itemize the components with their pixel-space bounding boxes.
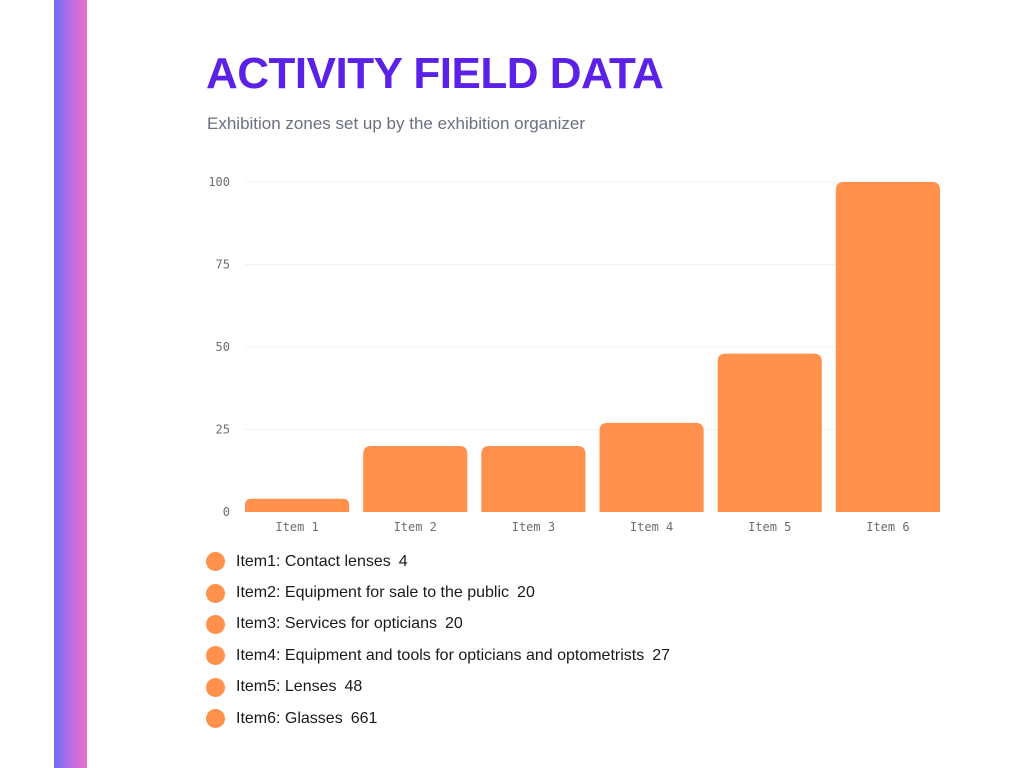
y-tick-label: 75	[216, 258, 230, 272]
x-tick-label: Item 2	[394, 520, 437, 534]
chart-legend: Item1: Contact lenses 4 Item2: Equipment…	[206, 546, 670, 734]
bar-chart: 0 25 50 75 100 Item 1 Item 2 Item 3 Item 4 Item 5…	[208, 175, 940, 534]
bar	[599, 422, 704, 512]
legend-dot-icon	[206, 677, 225, 697]
page-title: ACTIVITY FIELD DATA	[206, 49, 664, 98]
legend-label: Item5: Lenses	[236, 678, 337, 696]
bar	[481, 446, 586, 512]
legend-label: Item1: Contact lenses	[236, 552, 391, 570]
legend-value: 661	[350, 709, 378, 727]
x-tick-label: Item 4	[630, 520, 673, 534]
x-tick-label: Item 3	[512, 520, 555, 534]
legend-item: Item4: Equipment and tools for opticians…	[206, 640, 670, 671]
x-tick-label: Item 5	[748, 520, 791, 534]
y-tick-label: 0	[223, 505, 230, 519]
decorative-gradient-stripe	[54, 0, 87, 768]
legend-dot-icon	[206, 646, 225, 666]
legend-value: 20	[517, 584, 535, 602]
legend-dot-icon	[206, 614, 225, 634]
legend-value: 27	[652, 646, 671, 664]
x-tick-label: Item 1	[275, 520, 318, 534]
y-tick-label: 50	[216, 340, 230, 354]
page-subtitle: Exhibition zones set up by the exhibitio…	[207, 114, 586, 133]
legend-item: Item3: Services for opticians 20	[206, 609, 670, 640]
legend-dot-icon	[206, 583, 225, 603]
bar	[717, 353, 822, 512]
legend-item: Item1: Contact lenses 4	[206, 546, 670, 577]
legend-value: 48	[344, 678, 363, 696]
bar	[363, 446, 468, 512]
legend-label: Item4: Equipment and tools for opticians…	[236, 646, 645, 664]
legend-label: Item3: Services for opticians	[236, 615, 437, 633]
bar	[835, 182, 940, 512]
legend-label: Item2: Equipment for sale to the public	[236, 584, 510, 602]
legend-dot-icon	[206, 709, 225, 729]
legend-item: Item2: Equipment for sale to the public …	[206, 577, 670, 608]
y-tick-label: 100	[208, 175, 230, 189]
bar	[245, 498, 350, 512]
legend-value: 20	[444, 615, 463, 633]
legend-value: 4	[398, 552, 408, 570]
legend-dot-icon	[206, 552, 225, 572]
x-tick-label: Item 6	[866, 520, 909, 534]
legend-item: Item6: Glasses 661	[206, 703, 670, 734]
legend-label: Item6: Glasses	[236, 709, 343, 727]
y-tick-label: 25	[216, 423, 230, 437]
legend-item: Item5: Lenses 48	[206, 672, 670, 703]
